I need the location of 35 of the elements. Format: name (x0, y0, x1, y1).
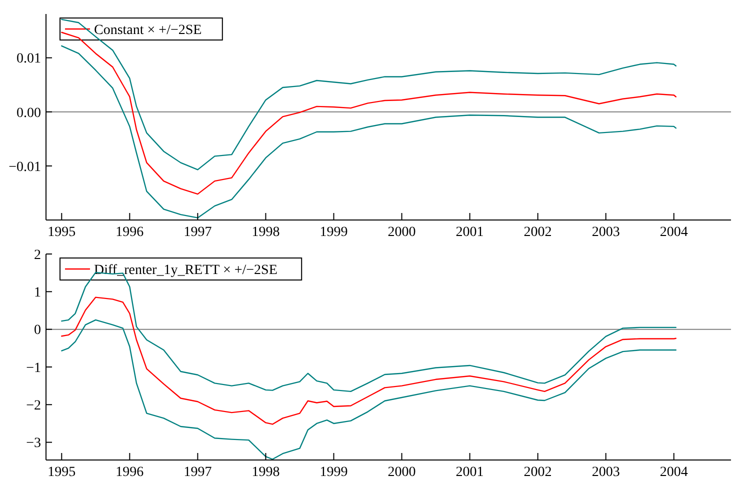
x-tick-label: 2004 (660, 465, 688, 478)
y-tick-label: 0.00 (16, 106, 41, 121)
x-tick-label: 2003 (592, 225, 620, 240)
line-series (61, 296, 676, 425)
x-tick-label: 1998 (252, 225, 280, 240)
y-tick-label: −0.01 (8, 160, 41, 175)
y-tick-label: 1 (34, 286, 41, 301)
line-series (61, 45, 676, 218)
y-tick-label: 0.01 (16, 52, 41, 67)
y-tick-label: −1 (26, 360, 41, 376)
x-tick-label: 1995 (48, 465, 76, 478)
x-tick-label: 1998 (252, 465, 280, 478)
x-tick-label: 2000 (388, 225, 416, 240)
x-tick-label: 2002 (524, 465, 552, 478)
line-series (61, 18, 676, 170)
x-tick-label: 2001 (456, 225, 484, 240)
legend-label: Constant × +/−2SE (94, 22, 202, 38)
x-tick-label: 1996 (116, 225, 144, 240)
x-tick-label: 1996 (116, 465, 144, 478)
x-tick-label: 2004 (660, 225, 688, 240)
x-tick-label: 2001 (456, 465, 484, 478)
x-tick-label: 2003 (592, 465, 620, 478)
y-tick-label: 0 (34, 323, 41, 338)
x-tick-label: 1999 (320, 225, 348, 240)
line-series (61, 319, 676, 460)
legend-label: Diff_renter_1y_RETT × +/−2SE (94, 262, 278, 278)
x-tick-label: 1997 (184, 465, 212, 478)
x-tick-label: 2002 (524, 225, 552, 240)
y-tick-label: −3 (26, 436, 41, 452)
y-tick-label: 2 (34, 248, 41, 263)
x-tick-label: 1995 (48, 225, 76, 240)
x-tick-label: 2000 (388, 465, 416, 478)
x-tick-label: 1999 (320, 465, 348, 478)
y-tick-label: −2 (26, 398, 41, 414)
x-tick-label: 1997 (184, 225, 212, 240)
